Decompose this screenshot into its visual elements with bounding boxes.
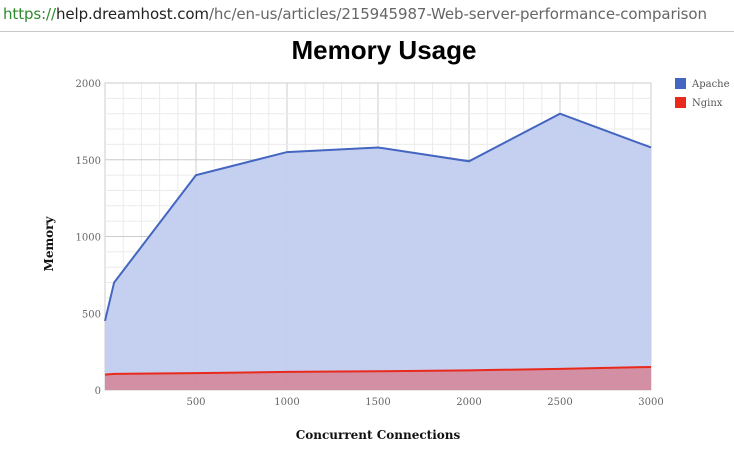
series-area-apache (105, 113, 651, 390)
x-tick-label: 500 (186, 397, 205, 408)
chart-legend: Apache Nginx (675, 78, 730, 109)
x-tick-label: 1000 (274, 397, 299, 408)
y-tick-label: 0 (95, 386, 101, 397)
memory-usage-chart: Memory Usage 500 1000 1500 2000 2500 3000 0 50… (42, 35, 730, 442)
y-tick-label: 1500 (76, 156, 101, 167)
x-axis-label: Concurrent Connections (296, 428, 461, 442)
url-host: help.dreamhost.com (55, 5, 209, 23)
x-tick-label: 2000 (456, 397, 481, 408)
x-axis-ticks: 500 1000 1500 2000 2500 3000 (186, 397, 663, 408)
legend-swatch-nginx (675, 97, 686, 108)
y-axis-label: Memory (42, 216, 56, 272)
chart-areas (104, 112, 652, 390)
url-text[interactable]: https://help.dreamhost.com/hc/en-us/arti… (3, 5, 707, 23)
legend-label-apache: Apache (691, 79, 730, 90)
legend-swatch-apache (675, 78, 686, 89)
url-path: /hc/en-us/articles/215945987-Web-server-… (208, 5, 707, 23)
y-tick-label: 1000 (76, 233, 101, 244)
legend-label-nginx: Nginx (692, 98, 723, 109)
series-line-apache (104, 112, 652, 322)
url-scheme: https:// (3, 5, 56, 23)
address-bar[interactable]: https://help.dreamhost.com/hc/en-us/arti… (0, 0, 734, 32)
x-tick-label: 1500 (365, 397, 390, 408)
x-tick-label: 3000 (638, 397, 663, 408)
y-axis-ticks: 0 500 1000 1500 2000 (76, 79, 101, 397)
x-tick-label: 2500 (547, 397, 572, 408)
y-tick-label: 500 (82, 309, 101, 320)
series-line-nginx (104, 365, 652, 376)
chart-title: Memory Usage (292, 35, 477, 65)
y-tick-label: 2000 (76, 79, 101, 90)
